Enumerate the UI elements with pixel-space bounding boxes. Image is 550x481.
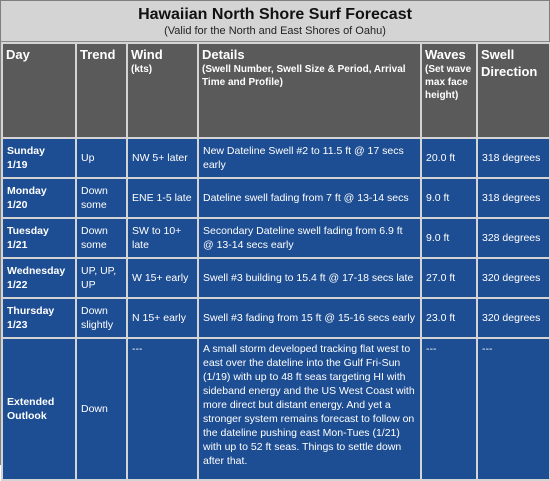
table-row: Wednesday 1/22 UP, UP, UP W 15+ early Swe… (1, 257, 550, 299)
trend-cell: UP, UP, UP (75, 257, 128, 299)
trend-cell: Down some (75, 177, 128, 219)
wind-cell: ENE 1-5 late (126, 177, 199, 219)
day-cell: Thursday 1/23 (1, 297, 77, 339)
extended-day-cell: Extended Outlook (1, 337, 77, 481)
day-cell: Monday 1/20 (1, 177, 77, 219)
header-swell-direction: Swell Direction (476, 42, 550, 139)
header-waves: Waves (Set wave max face height) (420, 42, 478, 139)
forecast-title: Hawaiian North Shore Surf Forecast (138, 6, 412, 23)
trend-cell: Down some (75, 217, 128, 259)
trend-cell: Down slightly (75, 297, 128, 339)
waves-cell: 9.0 ft (420, 177, 478, 219)
details-cell: New Dateline Swell #2 to 11.5 ft @ 17 se… (197, 137, 422, 179)
table-row: Monday 1/20 Down some ENE 1-5 late Dateli… (1, 177, 550, 219)
wind-cell: NW 5+ later (126, 137, 199, 179)
day-cell: Wednesday 1/22 (1, 257, 77, 299)
table-row: Thursday 1/23 Down slightly N 15+ early S… (1, 297, 550, 339)
details-cell: Secondary Dateline swell fading from 6.9… (197, 217, 422, 259)
trend-cell: Up (75, 137, 128, 179)
details-cell: Swell #3 building to 15.4 ft @ 17-18 sec… (197, 257, 422, 299)
extended-outlook-row: Extended Outlook Down --- A small storm … (1, 337, 550, 481)
wind-cell: N 15+ early (126, 297, 199, 339)
wind-cell: SW to 10+ late (126, 217, 199, 259)
direction-cell: 318 degrees (476, 177, 550, 219)
waves-cell: 9.0 ft (420, 217, 478, 259)
extended-wind-cell: --- (126, 337, 199, 481)
waves-cell: 27.0 ft (420, 257, 478, 299)
direction-cell: 320 degrees (476, 257, 550, 299)
header-details: Details (Swell Number, Swell Size & Peri… (197, 42, 422, 139)
header-row: Day Trend Wind (kts) Details (Swell Numb… (1, 42, 550, 139)
extended-waves-cell: --- (420, 337, 478, 481)
direction-cell: 320 degrees (476, 297, 550, 339)
header-wind: Wind (kts) (126, 42, 199, 139)
title-block: Hawaiian North Shore Surf Forecast (Vali… (1, 1, 549, 42)
header-trend: Trend (75, 42, 128, 139)
extended-direction-cell: --- (476, 337, 550, 481)
forecast-subtitle: (Valid for the North and East Shores of … (164, 25, 386, 37)
direction-cell: 328 degrees (476, 217, 550, 259)
day-cell: Sunday 1/19 (1, 137, 77, 179)
extended-trend-cell: Down (75, 337, 128, 481)
waves-cell: 20.0 ft (420, 137, 478, 179)
forecast-grid: Day Trend Wind (kts) Details (Swell Numb… (1, 42, 550, 481)
table-row: Sunday 1/19 Up NW 5+ later New Dateline S… (1, 137, 550, 179)
wind-cell: W 15+ early (126, 257, 199, 299)
details-cell: Dateline swell fading from 7 ft @ 13-14 … (197, 177, 422, 219)
details-cell: Swell #3 fading from 15 ft @ 15-16 secs … (197, 297, 422, 339)
day-cell: Tuesday 1/21 (1, 217, 77, 259)
header-day: Day (1, 42, 77, 139)
waves-cell: 23.0 ft (420, 297, 478, 339)
table-row: Tuesday 1/21 Down some SW to 10+ late Sec… (1, 217, 550, 259)
extended-details-cell: A small storm developed tracking flat we… (197, 337, 422, 481)
direction-cell: 318 degrees (476, 137, 550, 179)
